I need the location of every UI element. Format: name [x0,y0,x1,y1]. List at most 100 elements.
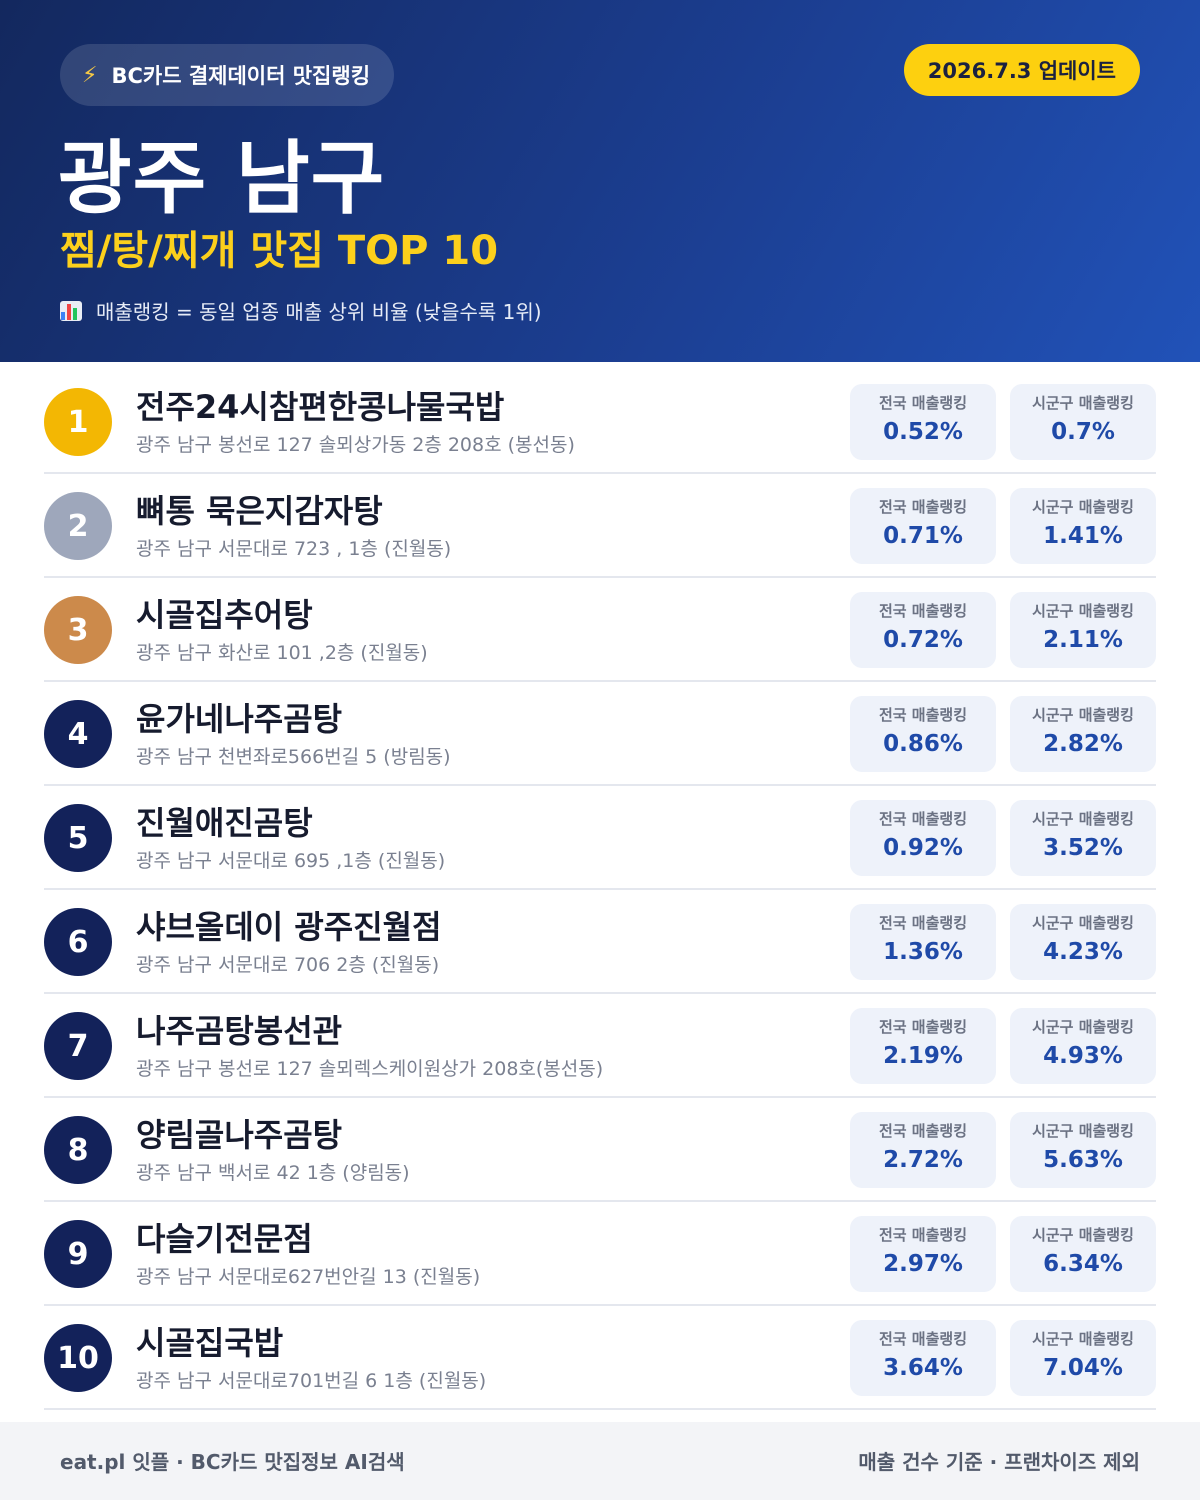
restaurant-address: 광주 남구 서문대로627번안길 13 (진월동) [136,1266,481,1288]
restaurant-name: 샤브올데이 광주진월점 [136,908,442,946]
restaurant-address: 광주 남구 서문대로701번길 6 1층 (진월동) [136,1370,487,1392]
national-ranking-card: 전국 매출랭킹 0.72% [850,592,996,668]
rank-badge: 10 [44,1324,112,1392]
rank-badge: 9 [44,1220,112,1288]
restaurant-row[interactable]: 7 나주곰탕봉선관 광주 남구 봉선로 127 솔뫼렉스케이원상가 208호(봉선동… [44,994,1156,1098]
national-ranking-card: 전국 매출랭킹 3.64% [850,1320,996,1396]
lightning-bolt-icon: ⚡ [82,62,98,88]
local-ranking-label: 시군구 매출랭킹 [1032,1330,1134,1348]
national-ranking-label: 전국 매출랭킹 [878,914,968,932]
restaurant-address: 광주 남구 화산로 101 ,2층 (진월동) [136,642,428,664]
page-subtitle: 찜/탕/찌개 맛집 TOP 10 [60,228,499,274]
restaurant-address: 광주 남구 서문대로 723 , 1층 (진월동) [136,538,452,560]
local-ranking-card: 시군구 매출랭킹 5.63% [1010,1112,1156,1188]
national-ranking-value: 2.19% [883,1043,963,1069]
national-ranking-value: 0.71% [883,523,963,549]
national-ranking-label: 전국 매출랭킹 [878,394,968,412]
national-ranking-card: 전국 매출랭킹 2.19% [850,1008,996,1084]
national-ranking-card: 전국 매출랭킹 0.52% [850,384,996,460]
local-ranking-card: 시군구 매출랭킹 7.04% [1010,1320,1156,1396]
ranking-legend: 매출랭킹 = 동일 업종 매출 상위 비율 (낮을수록 1위) [60,296,542,325]
restaurant-name: 시골집국밥 [136,1324,284,1362]
local-ranking-value: 4.23% [1043,939,1123,965]
bar-chart-icon [60,300,82,321]
local-ranking-card: 시군구 매출랭킹 6.34% [1010,1216,1156,1292]
brand-label: BC카드 결제데이터 맛집랭킹 [111,64,371,88]
restaurant-address: 광주 남구 백서로 42 1층 (양림동) [136,1162,410,1184]
national-ranking-value: 1.36% [883,939,963,965]
national-ranking-value: 0.86% [883,731,963,757]
local-ranking-label: 시군구 매출랭킹 [1032,914,1134,932]
national-ranking-card: 전국 매출랭킹 0.86% [850,696,996,772]
rank-badge: 1 [44,388,112,456]
local-ranking-label: 시군구 매출랭킹 [1032,1122,1134,1140]
rank-badge: 3 [44,596,112,664]
local-ranking-value: 2.11% [1043,627,1123,653]
footer-source: eat.pl 잇플 · BC카드 맛집정보 AI검색 [60,1450,405,1474]
local-ranking-card: 시군구 매출랭킹 4.23% [1010,904,1156,980]
national-ranking-label: 전국 매출랭킹 [878,810,968,828]
national-ranking-value: 2.97% [883,1251,963,1277]
national-ranking-card: 전국 매출랭킹 2.72% [850,1112,996,1188]
local-ranking-label: 시군구 매출랭킹 [1032,602,1134,620]
national-ranking-value: 2.72% [883,1147,963,1173]
national-ranking-label: 전국 매출랭킹 [878,1330,968,1348]
restaurant-address: 광주 남구 서문대로 706 2층 (진월동) [136,954,440,976]
page-title: 광주 남구 [58,132,386,225]
local-ranking-value: 4.93% [1043,1043,1123,1069]
restaurant-name: 전주24시참편한콩나물국밥 [136,388,505,426]
local-ranking-value: 1.41% [1043,523,1123,549]
restaurant-row[interactable]: 4 윤가네나주곰탕 광주 남구 천변좌로566번길 5 (방림동) 전국 매출랭킹 0.… [44,682,1156,786]
legend-text: 매출랭킹 = 동일 업종 매출 상위 비율 (낮을수록 1위) [96,300,542,324]
footer: eat.pl 잇플 · BC카드 맛집정보 AI검색 매출 건수 기준 · 프랜… [0,1422,1200,1500]
local-ranking-value: 3.52% [1043,835,1123,861]
local-ranking-value: 6.34% [1043,1251,1123,1277]
national-ranking-label: 전국 매출랭킹 [878,1226,968,1244]
local-ranking-card: 시군구 매출랭킹 4.93% [1010,1008,1156,1084]
restaurant-name: 양림골나주곰탕 [136,1116,343,1154]
restaurant-name: 뼈통 묵은지감자탕 [136,492,383,530]
restaurant-address: 광주 남구 봉선로 127 솔뫼렉스케이원상가 208호(봉선동) [136,1058,604,1080]
national-ranking-card: 전국 매출랭킹 2.97% [850,1216,996,1292]
local-ranking-label: 시군구 매출랭킹 [1032,1018,1134,1036]
local-ranking-card: 시군구 매출랭킹 0.7% [1010,384,1156,460]
rank-badge: 4 [44,700,112,768]
header-banner: ⚡ BC카드 결제데이터 맛집랭킹 2026.7.3 업데이트 광주 남구 찜/… [0,0,1200,362]
local-ranking-value: 0.7% [1051,419,1115,445]
rank-badge: 7 [44,1012,112,1080]
rank-badge: 2 [44,492,112,560]
national-ranking-value: 3.64% [883,1355,963,1381]
national-ranking-value: 0.92% [883,835,963,861]
national-ranking-value: 0.52% [883,419,963,445]
local-ranking-card: 시군구 매출랭킹 3.52% [1010,800,1156,876]
national-ranking-label: 전국 매출랭킹 [878,602,968,620]
local-ranking-value: 7.04% [1043,1355,1123,1381]
local-ranking-card: 시군구 매출랭킹 1.41% [1010,488,1156,564]
national-ranking-card: 전국 매출랭킹 1.36% [850,904,996,980]
restaurant-address: 광주 남구 봉선로 127 솔뫼상가동 2층 208호 (봉선동) [136,434,575,456]
rank-badge: 8 [44,1116,112,1184]
restaurant-name: 시골집추어탕 [136,596,313,634]
rank-badge: 5 [44,804,112,872]
restaurant-row[interactable]: 9 다슬기전문점 광주 남구 서문대로627번안길 13 (진월동) 전국 매출랭킹 2… [44,1202,1156,1306]
national-ranking-label: 전국 매출랭킹 [878,1018,968,1036]
footer-note: 매출 건수 기준 · 프랜차이즈 제외 [858,1450,1140,1474]
rank-badge: 6 [44,908,112,976]
restaurant-name: 진월애진곰탕 [136,804,313,842]
local-ranking-card: 시군구 매출랭킹 2.11% [1010,592,1156,668]
national-ranking-value: 0.72% [883,627,963,653]
national-ranking-label: 전국 매출랭킹 [878,498,968,516]
brand-pill: ⚡ BC카드 결제데이터 맛집랭킹 [60,44,395,106]
national-ranking-card: 전국 매출랭킹 0.71% [850,488,996,564]
restaurant-address: 광주 남구 서문대로 695 ,1층 (진월동) [136,850,446,872]
local-ranking-label: 시군구 매출랭킹 [1032,706,1134,724]
local-ranking-label: 시군구 매출랭킹 [1032,394,1134,412]
